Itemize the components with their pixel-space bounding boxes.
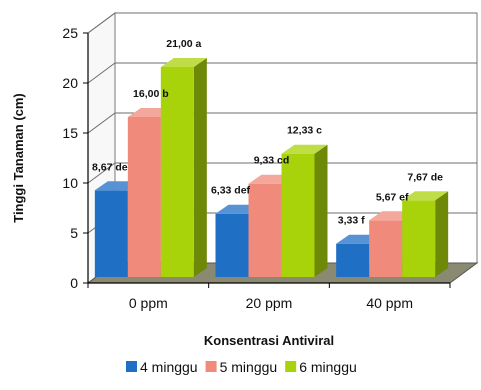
bar-top <box>281 144 328 154</box>
y-tick-label: 20 <box>62 75 78 91</box>
gridline <box>87 62 477 84</box>
bar-side <box>435 191 449 277</box>
bar-front <box>127 117 161 277</box>
gridline <box>87 112 477 134</box>
legend-swatch <box>126 361 137 372</box>
data-label: 9,33 cd <box>254 155 290 167</box>
gridline <box>87 12 477 34</box>
data-label: 6,33 def <box>211 185 251 197</box>
data-label: 21,00 a <box>166 38 201 50</box>
legend-swatch <box>285 361 297 372</box>
legend-entry: 4 minggu <box>140 359 198 375</box>
bar-top <box>160 58 207 67</box>
bar-side <box>193 58 207 277</box>
data-label: 5,67 ef <box>376 191 409 203</box>
data-label: 7,67 de <box>407 171 443 183</box>
bar-front <box>248 183 282 277</box>
y-tick-label: 5 <box>70 225 78 241</box>
bar-front <box>369 220 403 277</box>
y-tick-label: 25 <box>62 25 78 41</box>
bar-top <box>402 191 449 201</box>
y-tick-label: 10 <box>62 175 78 191</box>
bar-6-minggu-0-ppm <box>160 58 207 277</box>
legend-swatch <box>205 361 217 372</box>
y-axis-title: Tinggi Tanaman (cm) <box>11 93 26 223</box>
data-label: 3,33 f <box>338 215 365 227</box>
y-tick-label: 15 <box>62 125 78 141</box>
bar-front <box>336 243 370 277</box>
data-label: 12,33 c <box>287 125 322 137</box>
x-tick-label: 40 ppm <box>366 295 413 311</box>
gridline <box>87 162 477 184</box>
bar-front <box>281 153 315 277</box>
x-tick-label: 20 ppm <box>246 295 293 311</box>
data-label: 16,00 b <box>133 88 169 100</box>
data-label: 8,67 de <box>92 161 128 173</box>
legend-entry: 5 minggu <box>220 359 278 375</box>
x-axis-title: Konsentrasi Antiviral <box>204 333 334 348</box>
bar-side <box>314 144 328 277</box>
bar-front <box>94 190 128 277</box>
bar-front <box>215 213 249 277</box>
bar-front <box>160 67 194 277</box>
bar-6-minggu-40-ppm <box>402 191 449 277</box>
legend-entry: 6 minggu <box>299 359 357 375</box>
y-tick-label: 0 <box>70 275 78 291</box>
x-tick-label: 0 ppm <box>129 295 168 311</box>
bar-front <box>402 200 436 277</box>
bar-6-minggu-20-ppm <box>281 144 328 277</box>
